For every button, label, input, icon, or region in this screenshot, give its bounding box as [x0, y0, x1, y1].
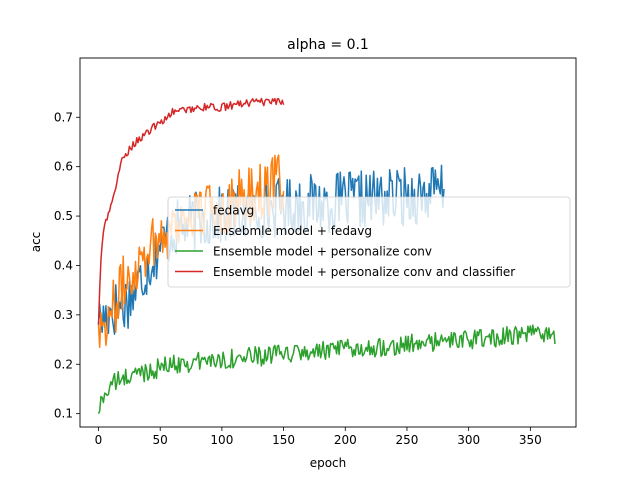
y-tick-label: 0.5 [54, 209, 73, 223]
x-tick-label: 300 [457, 433, 480, 447]
x-tick-label: 250 [396, 433, 419, 447]
y-axis-ticks: 0.1 0.2 0.3 0.4 0.5 0.6 0.7 [54, 110, 80, 421]
y-tick-label: 0.4 [54, 258, 73, 272]
x-axis-ticks: 0 50 100 150 200 250 300 350 [95, 427, 542, 447]
x-tick-label: 150 [272, 433, 295, 447]
x-tick-label: 200 [334, 433, 357, 447]
x-tick-label: 100 [210, 433, 233, 447]
y-tick-label: 0.1 [54, 407, 73, 421]
plot-frame [79, 57, 577, 428]
legend: fedavg Ensebmle model + fedavg Ensemble mo… [167, 196, 571, 288]
legend-box [167, 196, 571, 288]
x-tick-label: 50 [153, 433, 168, 447]
y-axis-label: acc [29, 232, 43, 253]
legend-label: Ensemble model + personalize conv [213, 245, 432, 259]
x-tick-label: 0 [95, 433, 103, 447]
legend-label: fedavg [213, 204, 254, 218]
x-tick-label: 350 [519, 433, 542, 447]
y-tick-label: 0.3 [54, 308, 73, 322]
x-axis-label: epoch [310, 456, 347, 470]
y-tick-label: 0.6 [54, 160, 73, 174]
series-line [97, 97, 285, 325]
legend-label: Ensemble model + personalize conv and cl… [213, 265, 515, 279]
legend-label: Ensebmle model + fedavg [213, 224, 372, 238]
series-line [97, 324, 556, 415]
y-tick-label: 0.7 [54, 110, 73, 124]
chart-title: alpha = 0.1 [287, 37, 369, 53]
y-tick-label: 0.2 [54, 357, 73, 371]
